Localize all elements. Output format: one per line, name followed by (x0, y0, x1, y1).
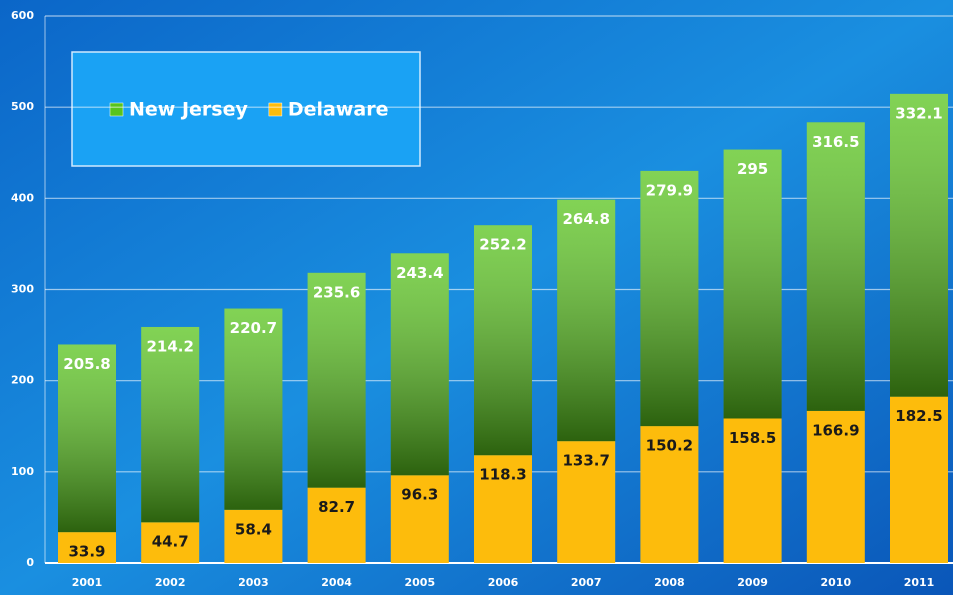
x-tick-label: 2004 (321, 576, 352, 589)
y-tick-label: 100 (11, 465, 34, 478)
x-tick-label: 2001 (72, 576, 103, 589)
legend-label: New Jersey (129, 99, 248, 121)
bar-segment (890, 396, 948, 563)
data-label: 243.4 (396, 264, 443, 282)
data-label: 118.3 (479, 466, 526, 484)
data-label: 158.5 (729, 429, 776, 447)
bar-segment (224, 509, 283, 563)
x-tick-label: 2009 (737, 576, 768, 589)
legend-swatch (109, 102, 124, 117)
data-label: 150.2 (646, 437, 693, 455)
data-label: 33.9 (68, 543, 105, 561)
x-tick-label: 2005 (404, 576, 435, 589)
legend: New Jersey Delaware (109, 99, 389, 121)
data-label: 58.4 (235, 520, 272, 538)
x-tick-label: 2006 (488, 576, 519, 589)
bar-shade (307, 272, 366, 488)
data-label: 295 (737, 160, 768, 178)
bar-segment (557, 441, 616, 563)
bar-shade (390, 253, 449, 476)
data-label: 182.5 (895, 407, 942, 425)
bar-shade (224, 308, 283, 510)
data-label: 235.6 (313, 283, 360, 301)
bar-segment (141, 522, 200, 563)
bar-shade (723, 149, 782, 419)
bar-shade (474, 225, 532, 456)
y-tick-label: 200 (11, 374, 34, 387)
legend-swatch (268, 102, 283, 117)
data-label: 44.7 (152, 533, 189, 551)
bar-shade (640, 170, 699, 427)
x-tick-label: 2003 (238, 576, 269, 589)
bar-segment (474, 455, 532, 563)
data-label: 166.9 (812, 421, 859, 439)
bar-segment (390, 475, 449, 563)
data-label: 133.7 (562, 452, 609, 470)
bar-shade (141, 326, 200, 523)
data-label: 252.2 (479, 236, 526, 254)
data-label: 279.9 (646, 181, 693, 199)
data-label: 205.8 (63, 355, 110, 373)
bar-segment (307, 487, 366, 563)
data-label: 214.2 (146, 337, 193, 355)
x-tick-label: 2002 (155, 576, 186, 589)
y-tick-label: 0 (26, 556, 34, 569)
data-label: 82.7 (318, 498, 355, 516)
data-label: 316.5 (812, 133, 859, 151)
y-tick-label: 500 (11, 100, 34, 113)
bar-shade (557, 199, 616, 442)
data-label: 332.1 (895, 104, 942, 122)
data-label: 96.3 (401, 486, 438, 504)
x-tick-label: 2008 (654, 576, 685, 589)
bar-shade (806, 122, 865, 411)
bar-shade (58, 344, 116, 533)
x-tick-label: 2007 (571, 576, 602, 589)
legend-label: Delaware (288, 99, 389, 121)
y-tick-label: 300 (11, 283, 34, 296)
bar-segment (640, 426, 699, 563)
x-tick-label: 2010 (820, 576, 851, 589)
data-label: 264.8 (562, 210, 609, 228)
y-tick-label: 400 (11, 191, 34, 204)
data-label: 220.7 (230, 319, 277, 337)
bar-segment (58, 532, 116, 563)
legend-box (71, 51, 421, 167)
x-tick-label: 2011 (904, 576, 935, 589)
bar-segment (806, 410, 865, 563)
bar-segment (723, 418, 782, 563)
bar-shade (890, 93, 948, 397)
y-tick-label: 600 (11, 9, 34, 22)
